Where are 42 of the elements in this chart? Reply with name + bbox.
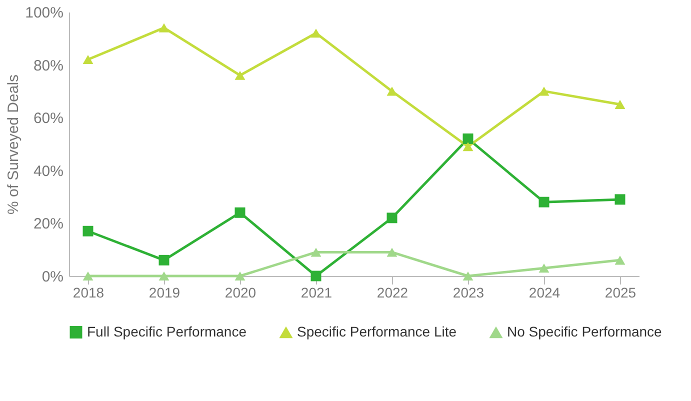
legend-label: Full Specific Performance xyxy=(87,323,247,340)
point xyxy=(462,271,474,281)
point xyxy=(538,264,550,273)
x-tick-label: 2021 xyxy=(300,284,332,300)
y-tick-label: 60% xyxy=(33,110,64,128)
point xyxy=(310,28,322,38)
y-tick-label: 80% xyxy=(33,57,64,74)
point xyxy=(462,142,474,152)
point xyxy=(614,100,626,109)
point xyxy=(82,54,94,64)
point xyxy=(386,248,398,257)
x-tick-label: 2023 xyxy=(452,284,484,300)
point xyxy=(234,271,246,281)
x-tick-label: 2019 xyxy=(148,284,180,300)
point xyxy=(82,271,94,281)
legend-label: No Specific Performance xyxy=(507,324,662,340)
point xyxy=(234,207,246,218)
point xyxy=(158,271,170,281)
y-tick-label: 40% xyxy=(33,162,64,180)
point xyxy=(538,86,550,96)
point xyxy=(614,256,626,265)
point xyxy=(82,226,94,236)
point xyxy=(310,248,322,257)
x-tick-label: 2024 xyxy=(528,284,560,300)
y-axis-title: % of Surveyed Deals xyxy=(5,74,22,215)
point xyxy=(614,194,626,205)
point xyxy=(158,254,170,266)
x-tick-label: 2022 xyxy=(376,284,408,300)
x-tick-label: 2018 xyxy=(72,284,104,300)
point xyxy=(538,196,550,208)
point xyxy=(386,212,398,224)
x-tick-label: 2020 xyxy=(224,284,256,300)
x-tick-label: 2025 xyxy=(604,284,636,300)
point xyxy=(158,23,170,32)
legend-label: Specific Performance Lite xyxy=(297,324,457,340)
point xyxy=(462,133,474,144)
point xyxy=(310,270,322,282)
y-tick-label: 100% xyxy=(25,4,64,22)
y-tick-label: 0% xyxy=(42,268,64,286)
y-tick-label: 20% xyxy=(33,216,64,233)
point xyxy=(386,86,398,96)
point xyxy=(234,70,246,80)
